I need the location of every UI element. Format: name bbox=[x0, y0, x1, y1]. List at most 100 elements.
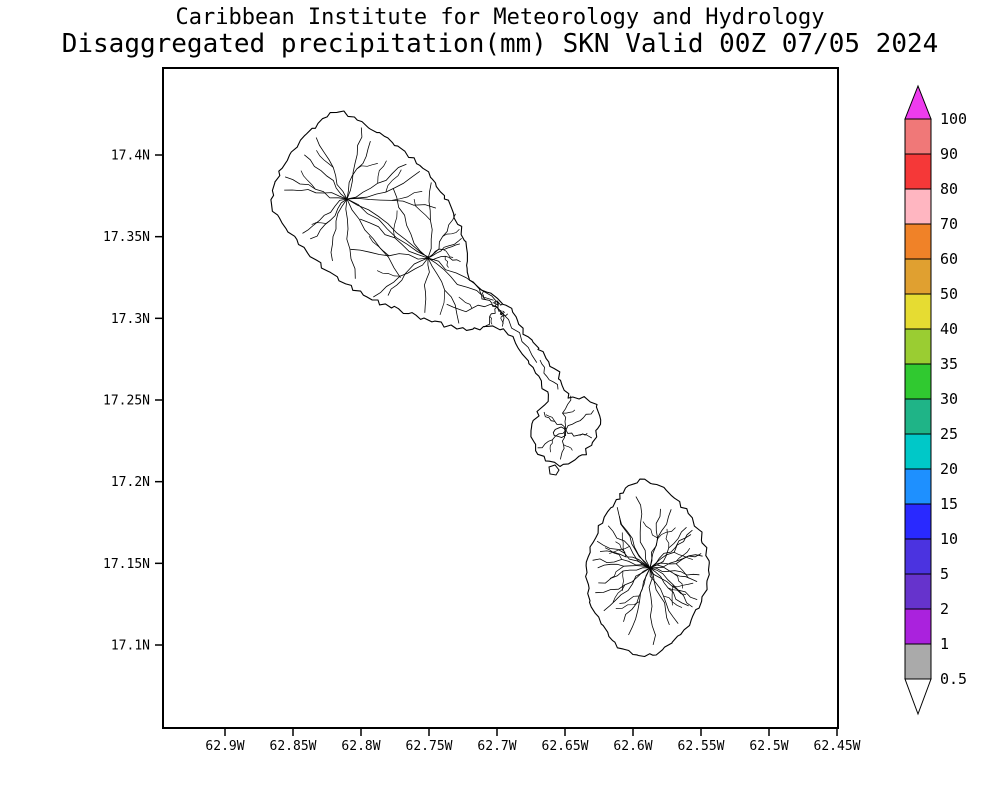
lat-tick-label: 17.4N bbox=[111, 149, 150, 164]
colorbar-tick-label: 35 bbox=[940, 355, 958, 373]
drainage-branch bbox=[672, 582, 694, 588]
drainage-branch bbox=[444, 256, 449, 268]
drainage-branch bbox=[442, 228, 460, 237]
colorbar-segment bbox=[904, 573, 932, 610]
colorbar-tick-label: 30 bbox=[940, 390, 958, 408]
colorbar-segment bbox=[904, 293, 932, 330]
product-title: Disaggregated precipitation(mm) SKN Vali… bbox=[61, 29, 939, 59]
drainage-branch bbox=[562, 409, 576, 414]
map-frame bbox=[162, 67, 839, 729]
colorbar-tick-label: 15 bbox=[940, 495, 958, 513]
colorbar-segment bbox=[904, 153, 932, 190]
colorbar-tick-label: 40 bbox=[940, 320, 958, 338]
drainage-branch bbox=[675, 563, 689, 579]
lat-tick-label: 17.3N bbox=[111, 312, 150, 327]
colorbar-legend: 100 90 80 70 60 50 40 35 30 25 20 15 10 5 2 1 0.5 bbox=[904, 84, 967, 716]
lon-tick-label: 62.9W bbox=[205, 739, 244, 754]
drainage-branch bbox=[439, 290, 446, 316]
colorbar-arrow-top bbox=[904, 84, 932, 120]
colorbar-segment bbox=[904, 223, 932, 260]
lon-tick-label: 62.7W bbox=[477, 739, 516, 754]
lon-tick-label: 62.55W bbox=[678, 739, 725, 754]
drainage-line bbox=[649, 567, 700, 576]
drainage-branch bbox=[674, 551, 694, 560]
colorbar-tick-label: 10 bbox=[940, 530, 958, 548]
drainage-branch bbox=[615, 601, 640, 609]
drainage-line bbox=[284, 189, 348, 200]
drainage-branch bbox=[642, 521, 658, 539]
salt-pond-outline bbox=[552, 426, 567, 438]
colorbar-tick-label: 100 bbox=[940, 110, 967, 128]
colorbar-tick-label: 0.5 bbox=[940, 670, 967, 688]
drainage-branch bbox=[481, 290, 487, 300]
colorbar-segment bbox=[904, 328, 932, 365]
colorbar-tick-label: 90 bbox=[940, 145, 958, 163]
drainage-line bbox=[496, 299, 503, 309]
drainage-branch bbox=[385, 169, 402, 193]
colorbar-segment bbox=[904, 608, 932, 645]
drainage-branch bbox=[609, 545, 630, 554]
ridge-line bbox=[346, 198, 429, 258]
drainage-branch bbox=[300, 170, 316, 190]
lon-tick-label: 62.5W bbox=[749, 739, 788, 754]
colorbar-tick-label: 2 bbox=[940, 600, 949, 618]
colorbar-segment bbox=[904, 468, 932, 505]
colorbar-tick-label: 5 bbox=[940, 565, 949, 583]
drainage-branch bbox=[356, 163, 378, 170]
drainage-branch bbox=[443, 249, 454, 258]
drainage-branch bbox=[609, 565, 624, 579]
colorbar-tick-label: 25 bbox=[940, 425, 958, 443]
lon-tick-label: 62.65W bbox=[542, 739, 589, 754]
drainage-branch bbox=[500, 315, 504, 324]
drainage-branch bbox=[413, 199, 431, 221]
drainage-branch bbox=[458, 296, 473, 309]
st-kitts-coastline bbox=[270, 110, 602, 468]
drainage-branch bbox=[316, 150, 334, 168]
drainage-branch bbox=[673, 573, 683, 589]
colorbar-segment bbox=[904, 363, 932, 400]
drainage-line bbox=[648, 567, 656, 645]
drainage-branch bbox=[675, 548, 691, 562]
drainage-branch bbox=[663, 595, 683, 608]
drainage-line bbox=[346, 198, 401, 278]
colorbar-tick-label: 50 bbox=[940, 285, 958, 303]
nevis-drainage bbox=[592, 496, 703, 645]
colorbar-tick-label: 60 bbox=[940, 250, 958, 268]
colorbar-tick-label: 20 bbox=[940, 460, 958, 478]
drainage-branch bbox=[549, 439, 553, 453]
colorbar-segment bbox=[904, 643, 932, 680]
drainage-line bbox=[427, 238, 462, 259]
drainage-line bbox=[346, 127, 363, 200]
booby-island-coastline bbox=[548, 464, 560, 476]
lat-tick-label: 17.1N bbox=[111, 639, 150, 654]
colorbar-tick-label: 70 bbox=[940, 215, 958, 233]
ridge-line bbox=[427, 257, 500, 305]
drainage-line bbox=[635, 496, 651, 569]
drainage-line bbox=[330, 198, 348, 261]
drainage-line bbox=[345, 198, 356, 279]
st-kitts-drainage bbox=[284, 127, 595, 460]
colorbar-segment bbox=[904, 398, 932, 435]
lon-tick-label: 62.45W bbox=[814, 739, 861, 754]
drainage-line bbox=[649, 567, 670, 626]
drainage-branch bbox=[563, 444, 573, 451]
drainage-line bbox=[302, 198, 348, 234]
drainage-branch bbox=[657, 527, 676, 540]
drainage-branch bbox=[377, 160, 387, 184]
colorbar-segment bbox=[904, 258, 932, 295]
drainage-line bbox=[619, 516, 651, 569]
drainage-branch bbox=[376, 270, 400, 277]
ridge-line bbox=[539, 359, 559, 390]
colorbar-segment bbox=[904, 503, 932, 540]
colorbar-tick-label: 1 bbox=[940, 635, 949, 653]
colorbar-segment bbox=[904, 188, 932, 225]
colorbar-arrow-bottom bbox=[904, 678, 932, 716]
drainage-line bbox=[304, 154, 348, 200]
drainage-line bbox=[565, 410, 595, 431]
drainage-branch bbox=[311, 220, 331, 225]
lat-tick-label: 17.15N bbox=[103, 557, 150, 572]
drainage-branch bbox=[621, 532, 625, 554]
drainage-line bbox=[423, 257, 430, 313]
